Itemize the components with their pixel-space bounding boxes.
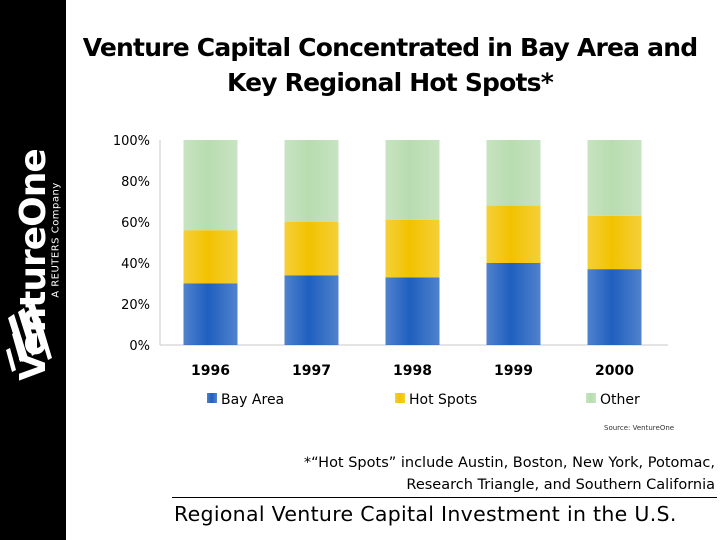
legend-label: Other bbox=[600, 392, 640, 408]
source-note: Source: VentureOne bbox=[604, 424, 675, 432]
x-tick-label: 1996 bbox=[191, 363, 230, 379]
bar-hot-spots bbox=[486, 205, 541, 263]
bar-other bbox=[284, 140, 339, 222]
chart-title: Venture Capital Concentrated in Bay Area… bbox=[70, 30, 710, 100]
bar-hot-spots bbox=[284, 222, 339, 276]
bar-bay-area bbox=[385, 277, 440, 345]
bar-other bbox=[385, 140, 440, 220]
y-tick-label: 80% bbox=[121, 175, 150, 190]
x-tick-label: 2000 bbox=[595, 363, 634, 379]
bar-bay-area bbox=[587, 269, 642, 345]
bar-bay-area bbox=[284, 275, 339, 345]
y-tick-label: 40% bbox=[121, 257, 150, 272]
bar-other bbox=[587, 140, 642, 216]
bar-bay-area bbox=[183, 283, 238, 345]
bar-hot-spots bbox=[183, 230, 238, 284]
footnote-line-1: *“Hot Spots” include Austin, Boston, New… bbox=[303, 455, 715, 471]
stacked-bar-chart: 0% 20% 40% 60% 80% 100% 1996 1997 1998 1999 2000 Ba… bbox=[113, 134, 668, 408]
bar-other bbox=[486, 140, 541, 206]
x-tick-label: 1998 bbox=[393, 363, 432, 379]
y-tick-label: 20% bbox=[121, 298, 150, 313]
legend-label: Bay Area bbox=[221, 392, 284, 408]
bar-other bbox=[183, 140, 238, 231]
footnote-line-2: Research Triangle, and Southern Californ… bbox=[406, 477, 715, 493]
legend-swatch bbox=[395, 393, 405, 403]
title-line-1: Venture Capital Concentrated in Bay Area… bbox=[82, 33, 698, 62]
title-line-2: Key Regional Hot Spots* bbox=[226, 68, 554, 97]
legend-swatch bbox=[207, 393, 217, 403]
sidebar: VentureOne A REUTERS Company bbox=[0, 0, 66, 540]
x-tick-label: 1997 bbox=[292, 363, 331, 379]
y-tick-label: 0% bbox=[129, 339, 150, 354]
legend-swatch bbox=[586, 393, 596, 403]
footnote: *“Hot Spots” include Austin, Boston, New… bbox=[180, 452, 715, 496]
bar-hot-spots bbox=[385, 219, 440, 278]
y-tick-label: 100% bbox=[113, 134, 150, 149]
bar-bay-area bbox=[486, 263, 541, 345]
x-tick-label: 1999 bbox=[494, 363, 533, 379]
legend-label: Hot Spots bbox=[409, 392, 477, 408]
bar-hot-spots bbox=[587, 215, 642, 270]
footer-divider bbox=[172, 497, 717, 498]
slanted-stripes-icon bbox=[6, 302, 52, 372]
footer-title: Regional Venture Capital Investment in t… bbox=[174, 502, 677, 526]
y-tick-label: 60% bbox=[121, 216, 150, 231]
